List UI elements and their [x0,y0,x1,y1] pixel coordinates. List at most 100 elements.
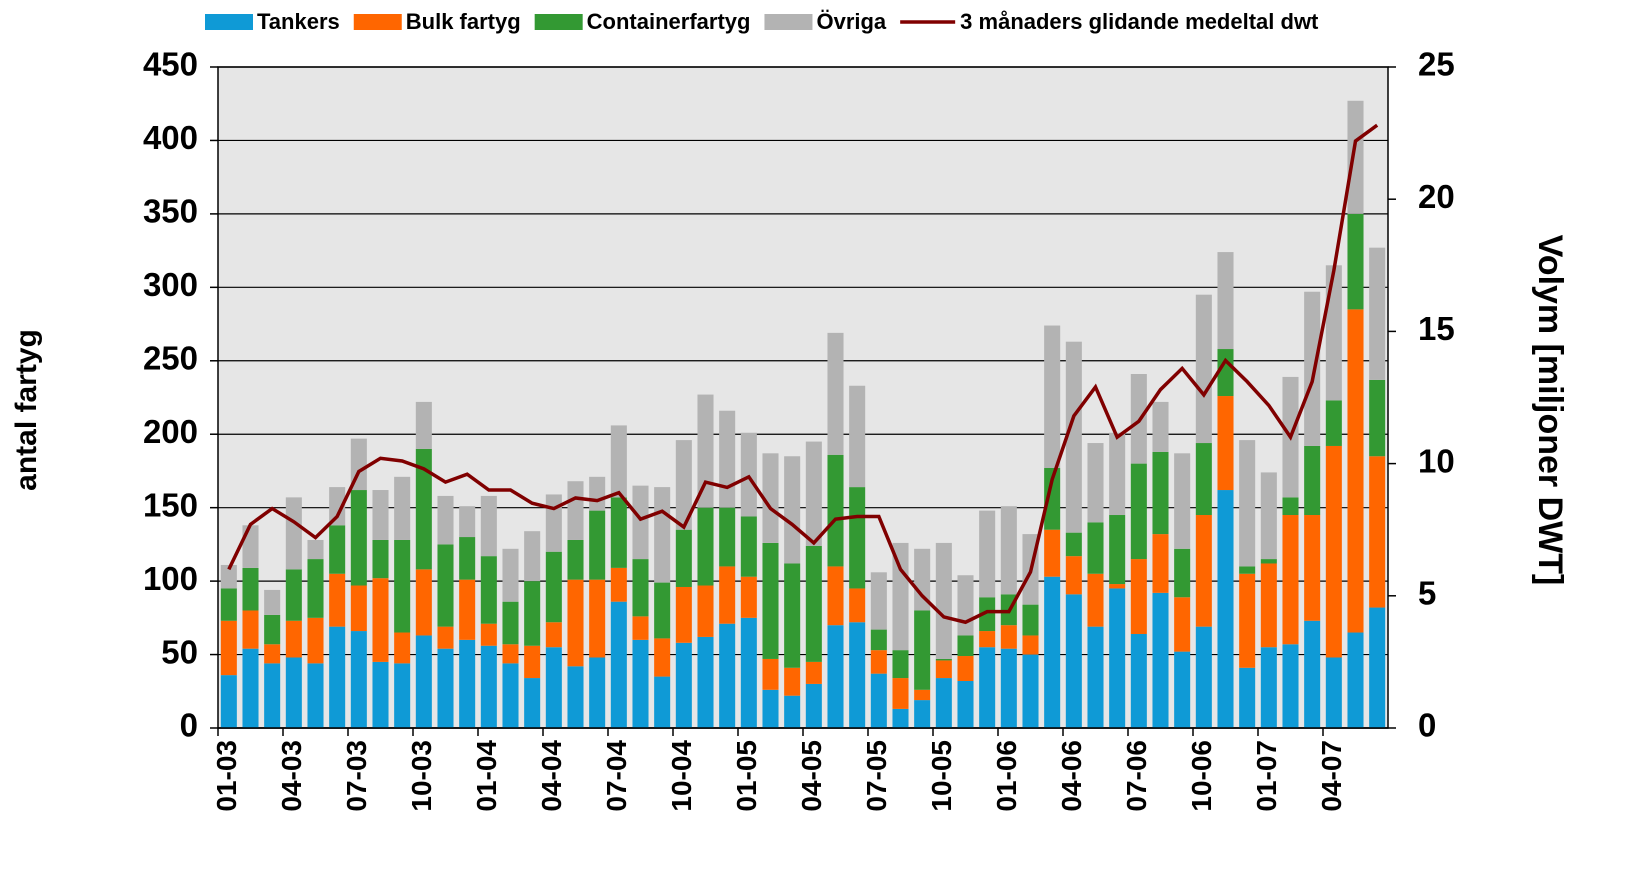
bar-segment [675,586,692,643]
bar-segment [1109,515,1126,585]
x-tick-label: 07-03 [341,740,372,812]
bar-segment [719,507,736,567]
bar-segment [1022,654,1039,728]
x-tick-label: 01-03 [211,740,242,812]
bar-segment [480,645,497,728]
bar-segment [805,441,822,546]
bar-segment [892,542,909,651]
y-tick-label: 100 [143,560,198,597]
bar-segment [1369,379,1386,457]
y2-tick-label: 25 [1418,46,1455,83]
y2-tick-label: 0 [1418,707,1436,744]
bar-segment [610,567,627,602]
legend-swatch [534,14,583,30]
bar-segment [1065,594,1082,728]
bar-segment [675,642,692,728]
bar-segment [914,610,931,690]
y-tick-label: 450 [143,46,198,83]
bar-segment [740,516,757,577]
bar-segment [740,617,757,728]
bar-segment [1217,490,1234,728]
y-tick-label: 400 [143,119,198,156]
bar-segment [372,539,389,579]
bar-segment [459,537,476,580]
bar-segment [567,579,584,667]
bar-segment [762,658,779,690]
bar-segment [870,629,887,651]
bar-segment [675,529,692,587]
bar-segment [1260,472,1277,560]
bar-segment [1304,445,1321,516]
bar-segment [1174,548,1191,598]
bar-segment [1217,252,1234,350]
bar-segment [589,657,606,728]
bar-segment [697,507,714,586]
bar-segment [1022,635,1039,655]
bar-segment [610,425,627,498]
bar-segment [979,647,996,728]
bar-segment [1325,400,1342,446]
y-tick-label: 200 [143,413,198,450]
bar-segment [1347,100,1364,214]
x-tick-label: 10-03 [406,740,437,812]
bar-segment [1000,625,1017,649]
bar-segment [524,581,541,646]
bar-segment [654,638,671,677]
bar-segment [719,566,736,624]
bar-segment [372,661,389,728]
bar-segment [350,585,367,632]
bar-segment [957,635,974,657]
bar-segment [1239,566,1256,574]
bar-segment [784,667,801,696]
x-tick-label: 07-04 [601,740,632,812]
bar-segment [459,639,476,728]
bar-segment [914,548,931,611]
bar-segment [914,689,931,701]
bar-segment [1152,592,1169,728]
bar-segment [437,626,454,649]
bar-segment [697,585,714,637]
bar-segment [957,680,974,728]
bar-segment [979,597,996,632]
bar-segment [654,676,671,728]
bar-segment [459,579,476,640]
x-tick-label: 01-07 [1251,740,1282,812]
bar-segment [849,588,866,623]
bar-segment [1065,532,1082,557]
bar-segment [1195,626,1212,728]
bar-segment [1369,607,1386,728]
bar-segment [1044,576,1061,728]
bar-segment [697,636,714,728]
bar-segment [1109,584,1126,589]
y-tick-label: 350 [143,193,198,230]
bar-segment [415,569,432,636]
bar-segment [242,525,259,568]
bar-segment [935,660,952,679]
bar-segment [762,453,779,543]
bar-segment [784,456,801,564]
bar-segment [849,487,866,589]
bar-segment [264,589,281,615]
bar-segment [740,432,757,517]
bar-segment [264,663,281,728]
bar-segment [892,708,909,728]
bar-segment [524,531,541,582]
y2-tick-label: 20 [1418,178,1455,215]
bar-segment [480,623,497,646]
bar-segment [242,610,259,649]
bar-segment [1260,647,1277,728]
bar-segment [1239,440,1256,567]
bar-segment [1325,657,1342,728]
bar-segment [675,440,692,530]
bar-segment [1282,515,1299,645]
bar-segment [1347,632,1364,728]
bar-segment [1109,588,1126,728]
bar-segment [415,448,432,570]
bar-segment [1239,667,1256,728]
y2-axis-title: Volym [miljoner DWT] [1531,235,1569,586]
bar-segment [285,569,302,621]
bar-segment [307,539,324,560]
bar-segment [784,563,801,668]
bar-segment [740,576,757,618]
bar-segment [1087,522,1104,574]
